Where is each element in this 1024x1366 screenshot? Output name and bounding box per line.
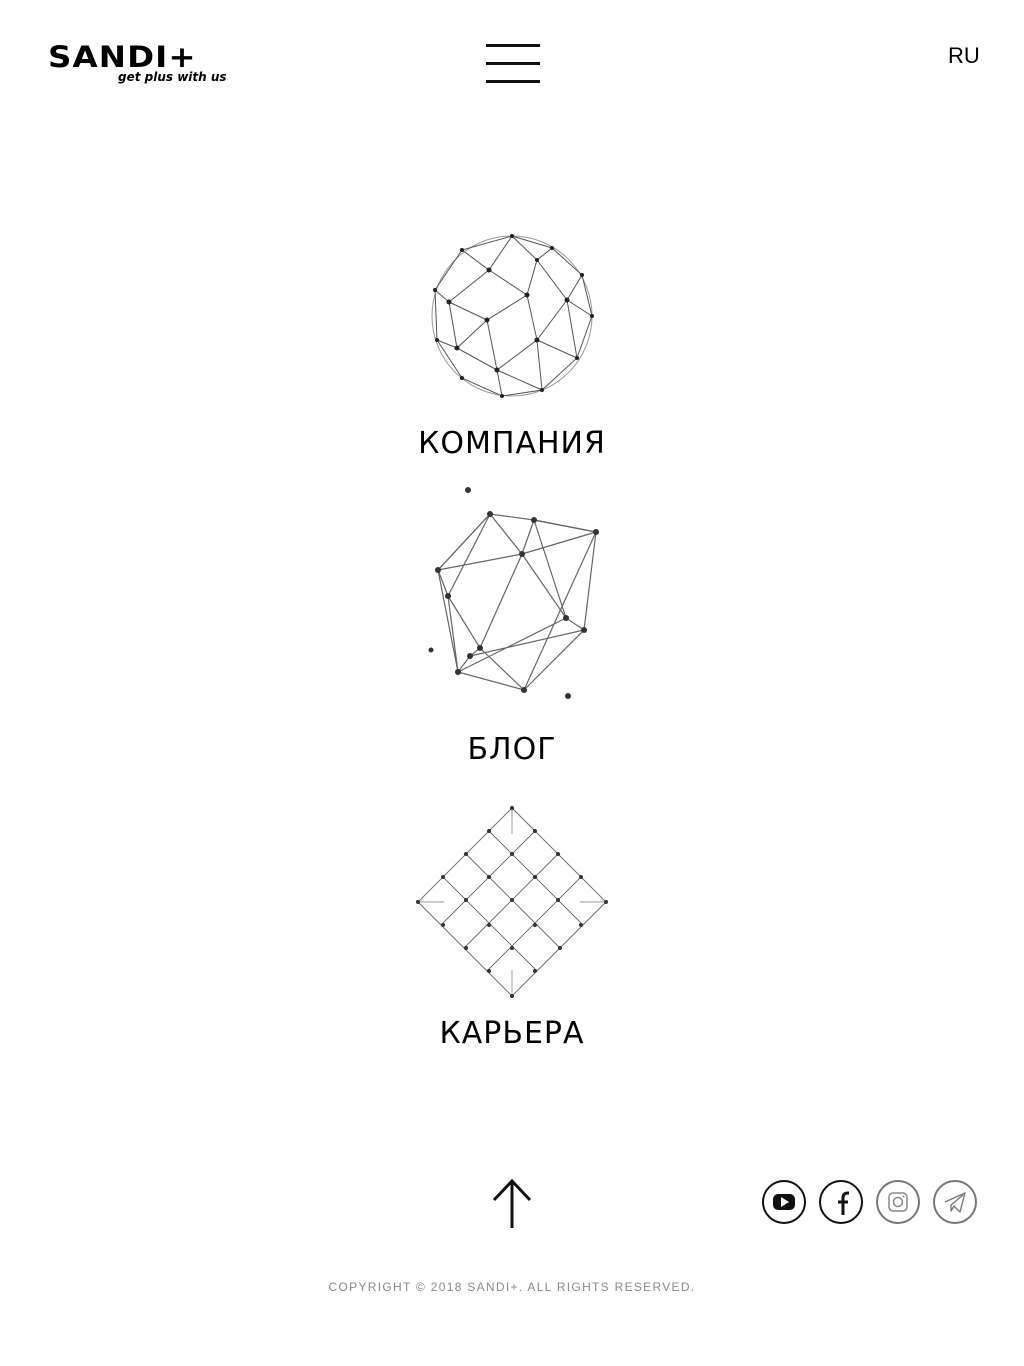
section-company[interactable]: КОМПАНИЯ: [312, 230, 712, 462]
menu-button[interactable]: [486, 44, 540, 84]
hamburger-icon: [486, 44, 540, 47]
hamburger-bar: [486, 80, 540, 83]
site-header: SANDI+ get plus with us RU: [0, 0, 1024, 110]
diamond-grid-icon: [416, 806, 608, 998]
section-label-career: КАРЬЕРА: [439, 1016, 585, 1051]
language-switch[interactable]: RU: [948, 43, 980, 68]
section-blog[interactable]: БЛОГ: [312, 482, 712, 768]
section-label-company: КОМПАНИЯ: [418, 426, 606, 461]
arrow-up-icon: [492, 1178, 532, 1228]
hamburger-bar: [486, 62, 540, 65]
instagram-icon: [888, 1192, 908, 1212]
youtube-link[interactable]: [762, 1180, 806, 1224]
copyright-text: COPYRIGHT © 2018 SANDI+. ALL RIGHTS RESE…: [328, 1280, 696, 1294]
site-logo[interactable]: SANDI+ get plus with us: [48, 40, 228, 90]
youtube-icon: [773, 1194, 795, 1210]
polyhedron-network-icon: [428, 487, 599, 699]
instagram-link[interactable]: [876, 1180, 920, 1224]
logo-tagline: get plus with us: [118, 70, 227, 84]
logo-text: SANDI+: [48, 40, 197, 74]
facebook-link[interactable]: [819, 1180, 863, 1224]
scroll-top-button[interactable]: [490, 1176, 534, 1232]
geodesic-sphere-icon: [431, 234, 594, 398]
telegram-link[interactable]: [933, 1180, 977, 1224]
telegram-icon: [944, 1192, 966, 1213]
section-label-blog: БЛОГ: [467, 732, 557, 767]
section-career[interactable]: КАРЬЕРА: [312, 804, 712, 1052]
facebook-icon: [838, 1191, 849, 1215]
